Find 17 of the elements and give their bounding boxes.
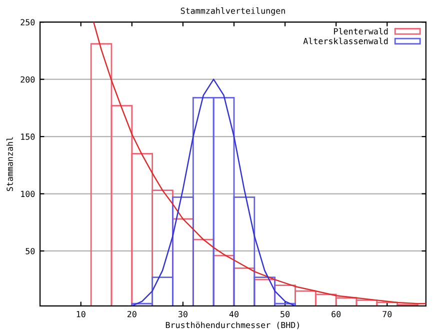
y-tick-label: 150 bbox=[21, 134, 35, 140]
x-tick-label: 10 bbox=[76, 310, 86, 318]
y-tick-label: 100 bbox=[21, 190, 35, 198]
x-axis-title: Brusthöhendurchmesser (BHD) bbox=[166, 322, 299, 330]
legend-label: Plenterwald bbox=[334, 28, 388, 34]
x-tick-label: 60 bbox=[332, 310, 341, 318]
y-tick-label: 250 bbox=[20, 19, 35, 26]
y-tick-label: 50 bbox=[26, 248, 35, 254]
y-axis-title: Stammanzahl bbox=[6, 137, 13, 192]
chart-title: Stammzahlverteilungen bbox=[180, 7, 285, 16]
x-tick-label: 70 bbox=[382, 310, 392, 318]
x-tick-label: 50 bbox=[280, 310, 290, 318]
x-tick-label: 40 bbox=[229, 310, 238, 318]
y-tick-label: 200 bbox=[20, 76, 35, 83]
x-tick-label: 30 bbox=[178, 310, 188, 318]
legend-label: Altersklassenwald bbox=[303, 38, 388, 44]
x-tick-label: 20 bbox=[128, 310, 136, 318]
